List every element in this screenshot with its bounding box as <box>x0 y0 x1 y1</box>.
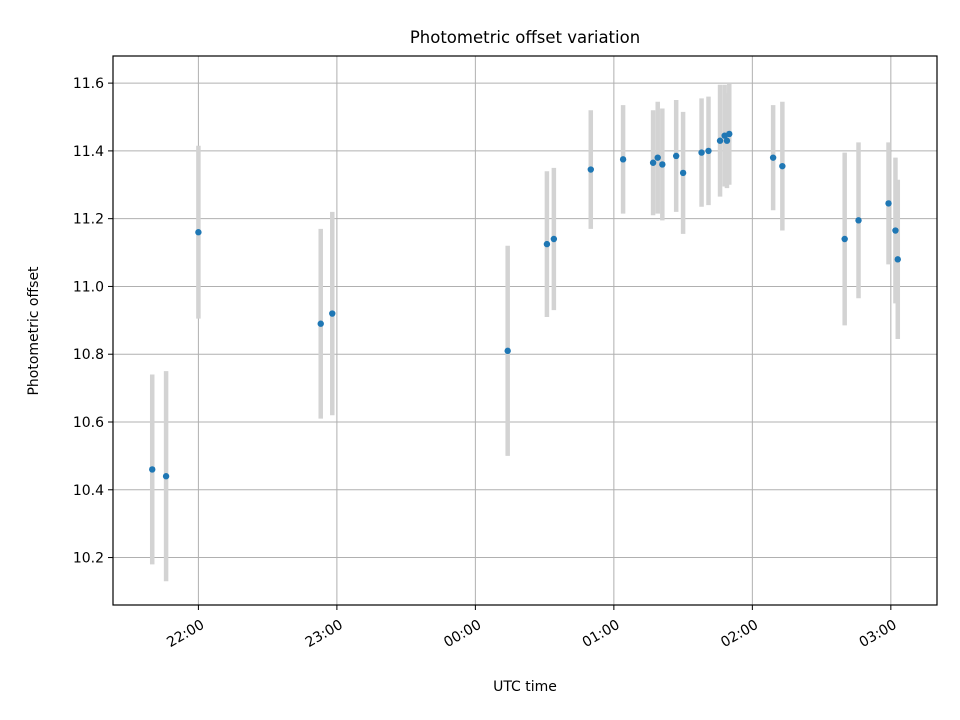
data-point <box>841 235 848 243</box>
data-point <box>892 227 899 234</box>
y-tick-label: 10.8 <box>73 347 104 363</box>
plot-frame <box>112 55 938 606</box>
data-point <box>587 166 594 173</box>
y-tick-label: 11.6 <box>73 76 104 92</box>
data-point <box>543 240 551 248</box>
x-axis-label: UTC time <box>493 679 557 695</box>
grid <box>113 56 937 605</box>
data-point <box>504 347 511 355</box>
data-point <box>659 161 666 168</box>
data-point <box>550 235 558 243</box>
data-point <box>654 154 661 161</box>
data-point <box>705 147 712 155</box>
data-point <box>672 152 680 160</box>
data-point <box>162 473 170 480</box>
data-point <box>855 217 862 224</box>
data-point <box>698 149 705 156</box>
data-point <box>149 466 156 473</box>
data-point <box>329 310 336 317</box>
y-tick-label: 10.2 <box>73 551 104 567</box>
y-axis-ticks: 10.2 10.4 10.6 10.8 11.0 11.2 11.4 11.6 <box>73 76 113 567</box>
data-point <box>195 229 202 236</box>
chart-title: Photometric offset variation <box>410 28 640 47</box>
data-point <box>716 137 724 144</box>
y-axis-label: Photometric offset <box>26 266 42 396</box>
y-tick-label: 11.4 <box>73 144 104 160</box>
y-tick-label: 11.0 <box>73 279 104 295</box>
data-point <box>317 320 324 327</box>
data-point <box>885 200 892 207</box>
data-point <box>726 130 733 138</box>
y-tick-label: 10.4 <box>73 483 104 499</box>
data-point <box>679 169 687 177</box>
data-point <box>619 156 627 163</box>
data-points <box>149 130 901 480</box>
data-point <box>779 162 786 170</box>
data-point <box>649 159 657 166</box>
y-tick-label: 11.2 <box>73 212 104 228</box>
data-point <box>723 137 731 144</box>
y-tick-label: 10.6 <box>73 415 104 431</box>
data-point <box>769 154 777 161</box>
data-point <box>894 256 901 263</box>
